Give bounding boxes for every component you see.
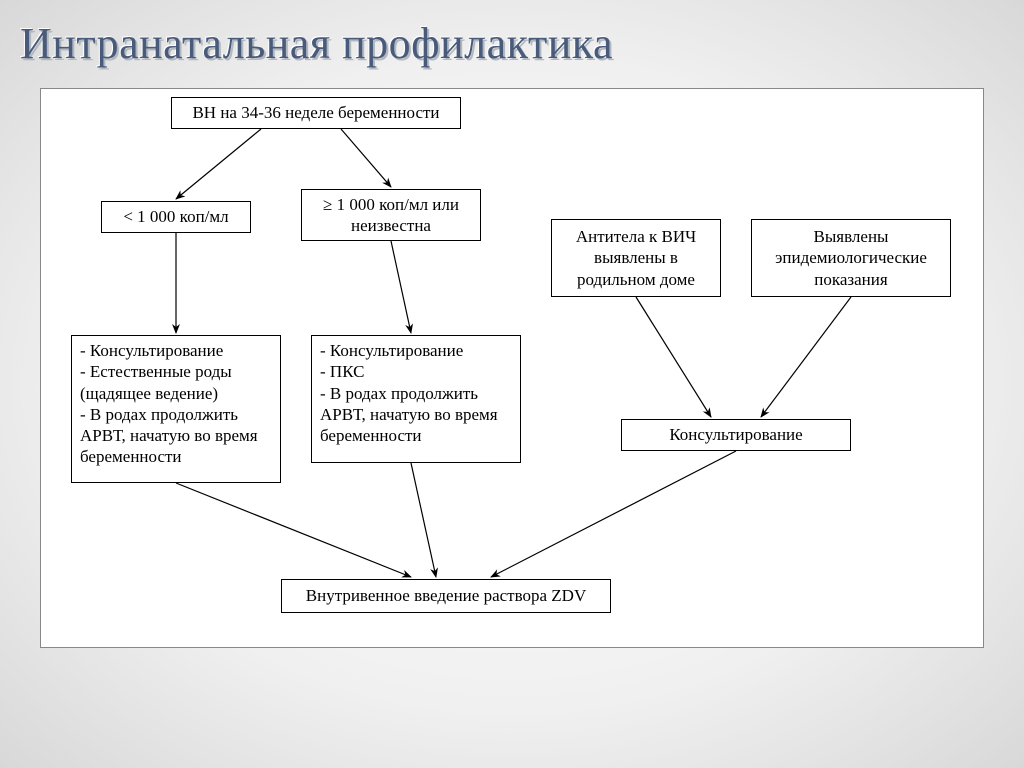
edge-root-lt1000 bbox=[176, 129, 261, 199]
page-title: Интранатальная профилактика bbox=[20, 18, 613, 69]
edge-consR-zdv bbox=[411, 463, 436, 577]
edge-antib-consult bbox=[636, 297, 711, 417]
edge-consL-zdv bbox=[176, 483, 411, 577]
flowchart-node-consR: - Консультирование - ПКС - В родах продо… bbox=[311, 335, 521, 463]
flowchart-node-consL: - Консультирование - Естественные роды (… bbox=[71, 335, 281, 483]
flowchart-node-epid: Выявлены эпидемиологические показания bbox=[751, 219, 951, 297]
flowchart-node-consult: Консультирование bbox=[621, 419, 851, 451]
edge-ge1000-consR bbox=[391, 241, 411, 333]
flowchart-node-zdv: Внутривенное введение раствора ZDV bbox=[281, 579, 611, 613]
edge-root-ge1000 bbox=[341, 129, 391, 187]
flowchart-frame: ВН на 34-36 неделе беременности < 1 000 к… bbox=[40, 88, 984, 648]
flowchart-node-root: ВН на 34-36 неделе беременности bbox=[171, 97, 461, 129]
flowchart-node-ge1000: ≥ 1 000 коп/мл или неизвестна bbox=[301, 189, 481, 241]
edge-epid-consult bbox=[761, 297, 851, 417]
edge-consult-zdv bbox=[491, 451, 736, 577]
flowchart-node-lt1000: < 1 000 коп/мл bbox=[101, 201, 251, 233]
flowchart-node-antib: Антитела к ВИЧ выявлены в родильном доме bbox=[551, 219, 721, 297]
